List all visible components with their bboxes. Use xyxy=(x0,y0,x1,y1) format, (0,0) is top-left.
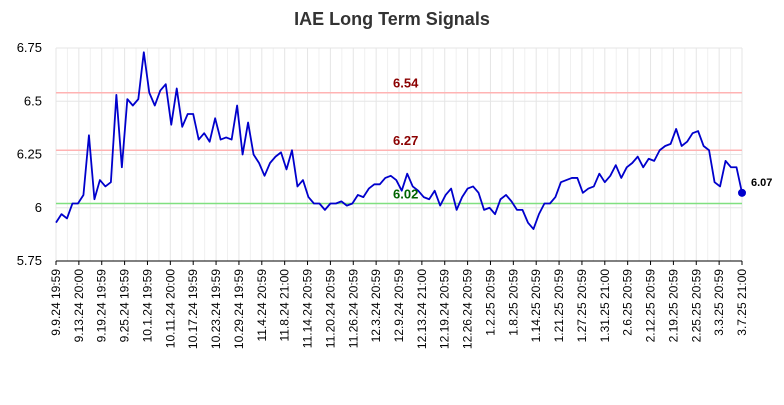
x-tick-label: 10.1.24 19:59 xyxy=(140,269,154,343)
x-tick-label: 10.11.24 20:00 xyxy=(163,269,177,349)
axes xyxy=(55,260,743,265)
last-point xyxy=(738,188,746,197)
x-tick-label: 3.3.25 20:59 xyxy=(712,269,726,336)
x-tick-label: 11.26.24 20:59 xyxy=(346,269,360,349)
y-tick-label: 6 xyxy=(35,200,42,215)
x-tick-label: 9.13.24 20:00 xyxy=(72,269,86,343)
x-tick-label: 10.17.24 19:59 xyxy=(186,269,200,349)
chart-title: IAE Long Term Signals xyxy=(294,9,490,29)
x-tick-label: 9.9.24 19:59 xyxy=(49,269,63,336)
labels: 5.75 6 6.25 6.5 6.75 6.07 6.54 6.27 6.02 9.9.24 1… xyxy=(17,40,773,349)
y-tick-label: 6.25 xyxy=(17,147,42,162)
grid xyxy=(55,47,743,262)
x-tick-label: 2.6.25 20:59 xyxy=(621,269,635,336)
x-tick-label: 1.8.25 20:59 xyxy=(506,269,520,336)
x-tick-label: 11.8.24 21:00 xyxy=(278,269,292,342)
x-tick-label: 12.9.24 20:59 xyxy=(392,269,406,343)
x-tick-label: 3.7.25 21:00 xyxy=(735,269,749,336)
x-tick-label: 1.2.25 20:59 xyxy=(483,269,497,336)
y-tick-label: 5.75 xyxy=(17,253,42,268)
last-value-label: 6.07 xyxy=(751,177,772,189)
x-tick-label: 1.27.25 20:59 xyxy=(575,269,589,343)
x-tick-label: 11.20.24 20:59 xyxy=(323,269,337,349)
x-tick-label: 12.19.24 20:59 xyxy=(438,269,452,349)
x-tick-label: 2.12.25 20:59 xyxy=(644,269,658,343)
x-tick-label: 2.19.25 20:59 xyxy=(666,269,680,343)
resistance-value-label: 6.54 xyxy=(393,76,419,91)
price-line xyxy=(55,51,743,230)
resistance-value-label: 6.27 xyxy=(393,133,418,148)
x-tick-label: 10.29.24 19:59 xyxy=(232,269,246,349)
x-tick-label: 2.25.25 20:59 xyxy=(689,269,703,343)
x-tick-label: 11.14.24 20:59 xyxy=(301,269,315,349)
x-tick-label: 10.23.24 19:59 xyxy=(209,269,223,349)
signal-lines xyxy=(56,91,742,205)
x-tick-label: 1.31.25 21:00 xyxy=(598,269,612,343)
series xyxy=(55,51,746,230)
x-tick-label: 12.3.24 20:59 xyxy=(369,269,383,343)
y-tick-label: 6.5 xyxy=(24,93,42,108)
x-tick-label: 1.21.25 20:59 xyxy=(552,269,566,343)
x-tick-label: 11.4.24 20:59 xyxy=(255,269,269,342)
x-tick-label: 12.26.24 20:59 xyxy=(461,269,475,349)
y-tick-label: 6.75 xyxy=(17,40,42,55)
x-tick-label: 1.14.25 20:59 xyxy=(529,269,543,343)
x-tick-label: 9.25.24 19:59 xyxy=(118,269,132,343)
support-value-label: 6.02 xyxy=(393,186,418,201)
x-tick-label: 12.13.24 21:00 xyxy=(415,269,429,349)
x-tick-label: 9.19.24 19:59 xyxy=(95,269,109,343)
